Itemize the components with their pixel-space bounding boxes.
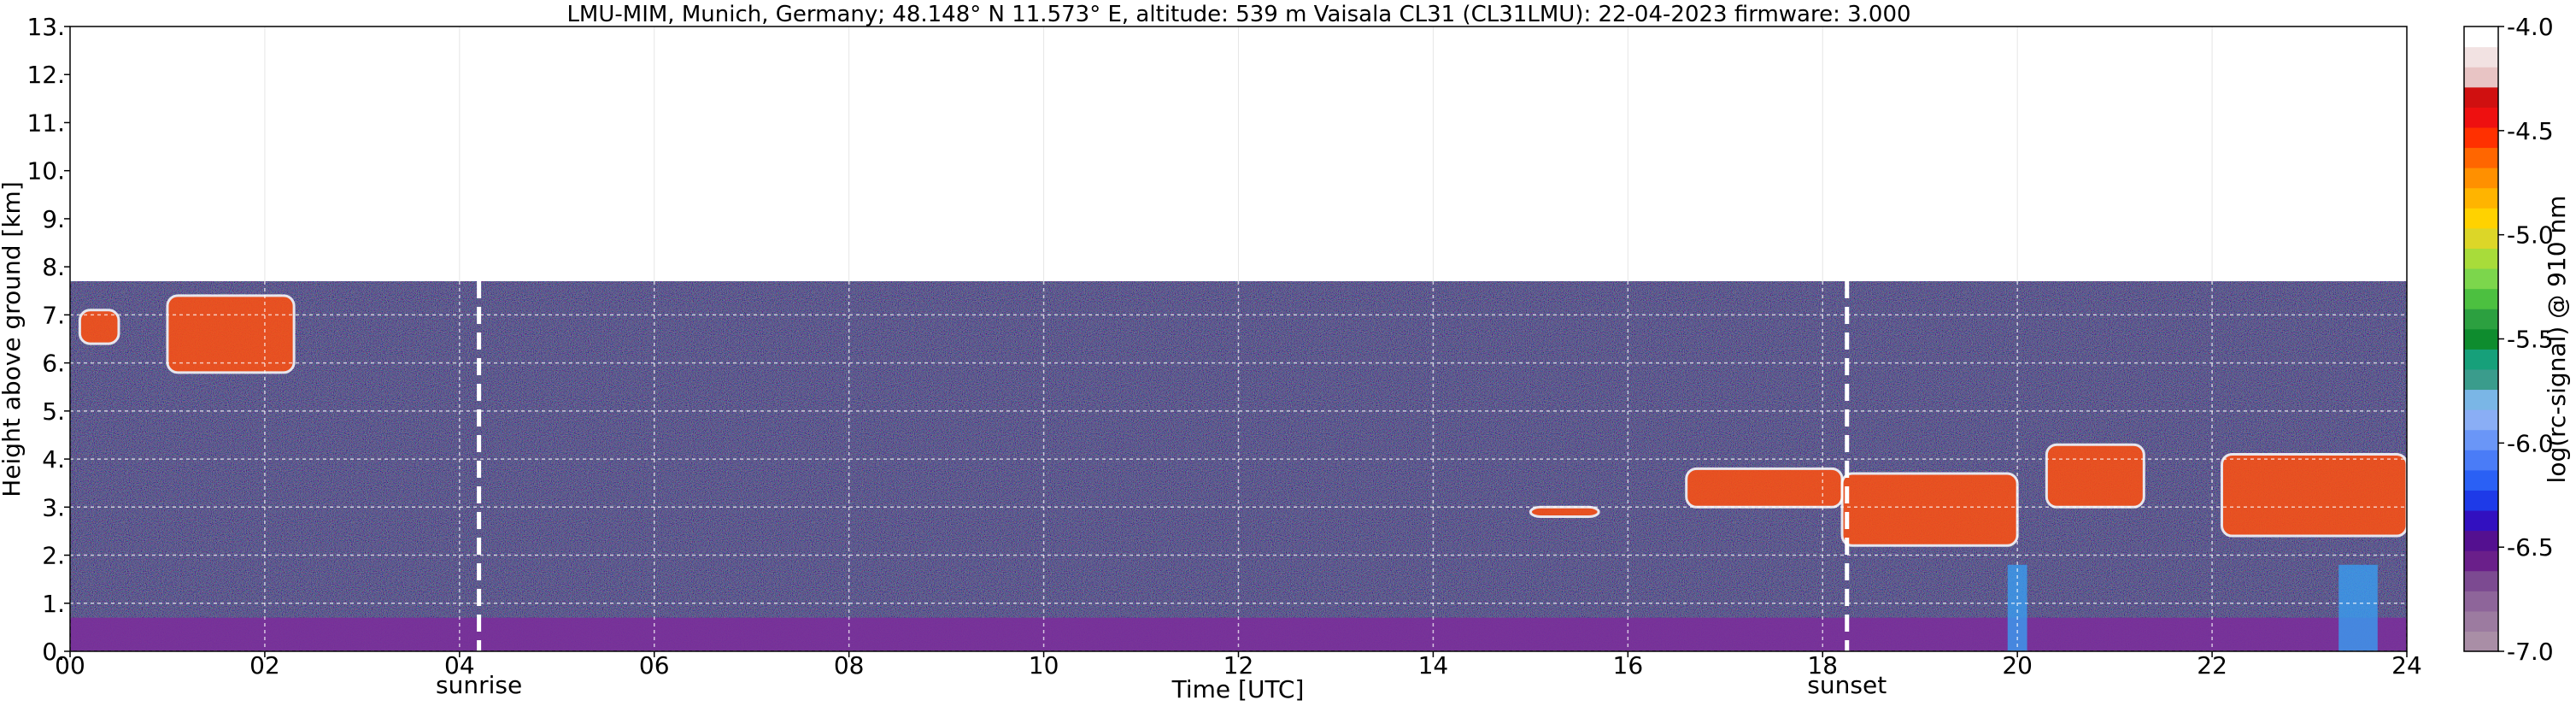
x-tick-label-9: 18 — [1807, 651, 1838, 680]
x-tick-label-2: 04 — [444, 651, 475, 680]
x-tick-label-3: 06 — [639, 651, 670, 680]
colorbar-swatch-13 — [2464, 368, 2498, 391]
chart-title: LMU-MIM, Munich, Germany; 48.148° N 11.5… — [566, 2, 1910, 27]
x-axis: 00 02 04 06 08 10 12 14 16 18 20 22 24 — [55, 651, 2422, 680]
colorbar-swatch-26 — [2464, 107, 2498, 128]
colorbar-swatch-21 — [2464, 208, 2498, 229]
colorbar-tick-label-2: -6.0 — [2507, 429, 2554, 457]
x-tick-label-5: 10 — [1029, 651, 1059, 680]
y-tick-label-12: 12. — [26, 61, 65, 89]
colorbar-swatch-23 — [2464, 168, 2498, 189]
colorbar-swatch-7 — [2464, 490, 2498, 511]
y-tick-label-7: 7. — [42, 301, 65, 329]
x-tick-label-6: 12 — [1223, 651, 1254, 680]
y-tick-label-13: 13. — [26, 13, 65, 41]
colorbar-swatch-28 — [2464, 67, 2498, 88]
y-tick-label-2: 2. — [42, 542, 65, 570]
colorbar-swatch-15 — [2464, 328, 2498, 350]
x-tick-label-10: 20 — [2002, 651, 2033, 680]
sunset-label: sunset — [1807, 671, 1887, 699]
colorbar-swatch-19 — [2464, 248, 2498, 269]
colorbar-swatch-9 — [2464, 450, 2498, 471]
colorbar-tick-label-5: -4.5 — [2507, 117, 2554, 145]
cloud-5 — [1840, 472, 2019, 547]
y-tick-label-8: 8. — [42, 253, 65, 281]
colorbar-swatch-5 — [2464, 530, 2498, 551]
y-tick-label-10: 10. — [26, 157, 65, 185]
colorbar-swatch-27 — [2464, 86, 2498, 108]
y-tick-label-1: 1. — [42, 590, 65, 618]
colorbar-tick-label-1: -6.5 — [2507, 533, 2554, 562]
x-axis-label: Time [UTC] — [1171, 675, 1305, 703]
y-axis: 0. 1. 2. 3. 4. 5. 6. 7. 8. 9. 10. 11. 12. 13. — [26, 13, 70, 666]
colorbar-swatch-12 — [2464, 389, 2498, 410]
colorbar-swatch-1 — [2464, 610, 2498, 632]
colorbar-swatch-18 — [2464, 268, 2498, 290]
colorbar-swatch-8 — [2464, 469, 2498, 491]
colorbar-swatch-25 — [2464, 126, 2498, 149]
y-tick-label-11: 11. — [26, 109, 65, 137]
colorbar-tick-label-3: -5.5 — [2507, 326, 2554, 354]
x-tick-label-8: 16 — [1613, 651, 1644, 680]
colorbar-swatch-24 — [2464, 147, 2498, 168]
y-tick-label-9: 9. — [42, 205, 65, 233]
colorbar-swatch-10 — [2464, 429, 2498, 450]
colorbar-swatch-6 — [2464, 509, 2498, 532]
colorbar-swatch-0 — [2464, 631, 2498, 652]
x-tick-label-4: 08 — [834, 651, 865, 680]
colorbar: -7.0 -6.5 -6.0 -5.5 -5.0 -4.5 -4.0 — [2463, 13, 2554, 666]
y-tick-label-3: 3. — [42, 493, 65, 521]
sunrise-label: sunrise — [436, 671, 522, 699]
precipitation-8 — [2007, 564, 2027, 651]
colorbar-swatch-3 — [2464, 570, 2498, 591]
precipitation-9 — [2338, 564, 2378, 651]
colorbar-swatch-22 — [2464, 187, 2498, 209]
colorbar-tick-label-0: -7.0 — [2507, 638, 2554, 666]
cloud-4 — [1685, 467, 1844, 509]
colorbar-swatch-16 — [2464, 309, 2498, 330]
y-tick-label-4: 4. — [42, 445, 65, 474]
cloud-3 — [1529, 505, 1600, 519]
cloud-1 — [78, 309, 120, 345]
colorbar-swatch-17 — [2464, 288, 2498, 309]
colorbar-tick-label-6: -4.0 — [2507, 13, 2554, 41]
y-tick-label-6: 6. — [42, 350, 65, 378]
colorbar-swatch-29 — [2464, 46, 2498, 68]
colorbar-swatch-11 — [2464, 409, 2498, 431]
x-tick-label-1: 02 — [249, 651, 280, 680]
colorbar-swatch-14 — [2464, 349, 2498, 370]
x-tick-label-7: 14 — [1418, 651, 1449, 680]
cloud-7 — [2220, 452, 2407, 538]
y-axis-label: Height above ground [km] — [0, 181, 26, 497]
cloud-6 — [2045, 443, 2145, 509]
plot-area — [69, 26, 2408, 652]
x-tick-label-12: 24 — [2391, 651, 2422, 680]
colorbar-swatch-4 — [2464, 550, 2498, 572]
x-tick-label-0: 00 — [55, 651, 85, 680]
x-tick-label-11: 22 — [2197, 651, 2227, 680]
colorbar-swatch-2 — [2464, 591, 2498, 612]
colorbar-label: log(rc-signal) @ 910 nm — [2543, 196, 2571, 484]
colorbar-swatch-30 — [2464, 26, 2498, 48]
y-tick-label-0: 0. — [42, 638, 65, 666]
cloud-2 — [166, 294, 296, 374]
colorbar-swatch-20 — [2464, 227, 2498, 249]
colorbar-tick-label-4: -5.0 — [2507, 221, 2554, 250]
y-tick-label-5: 5. — [42, 397, 65, 426]
